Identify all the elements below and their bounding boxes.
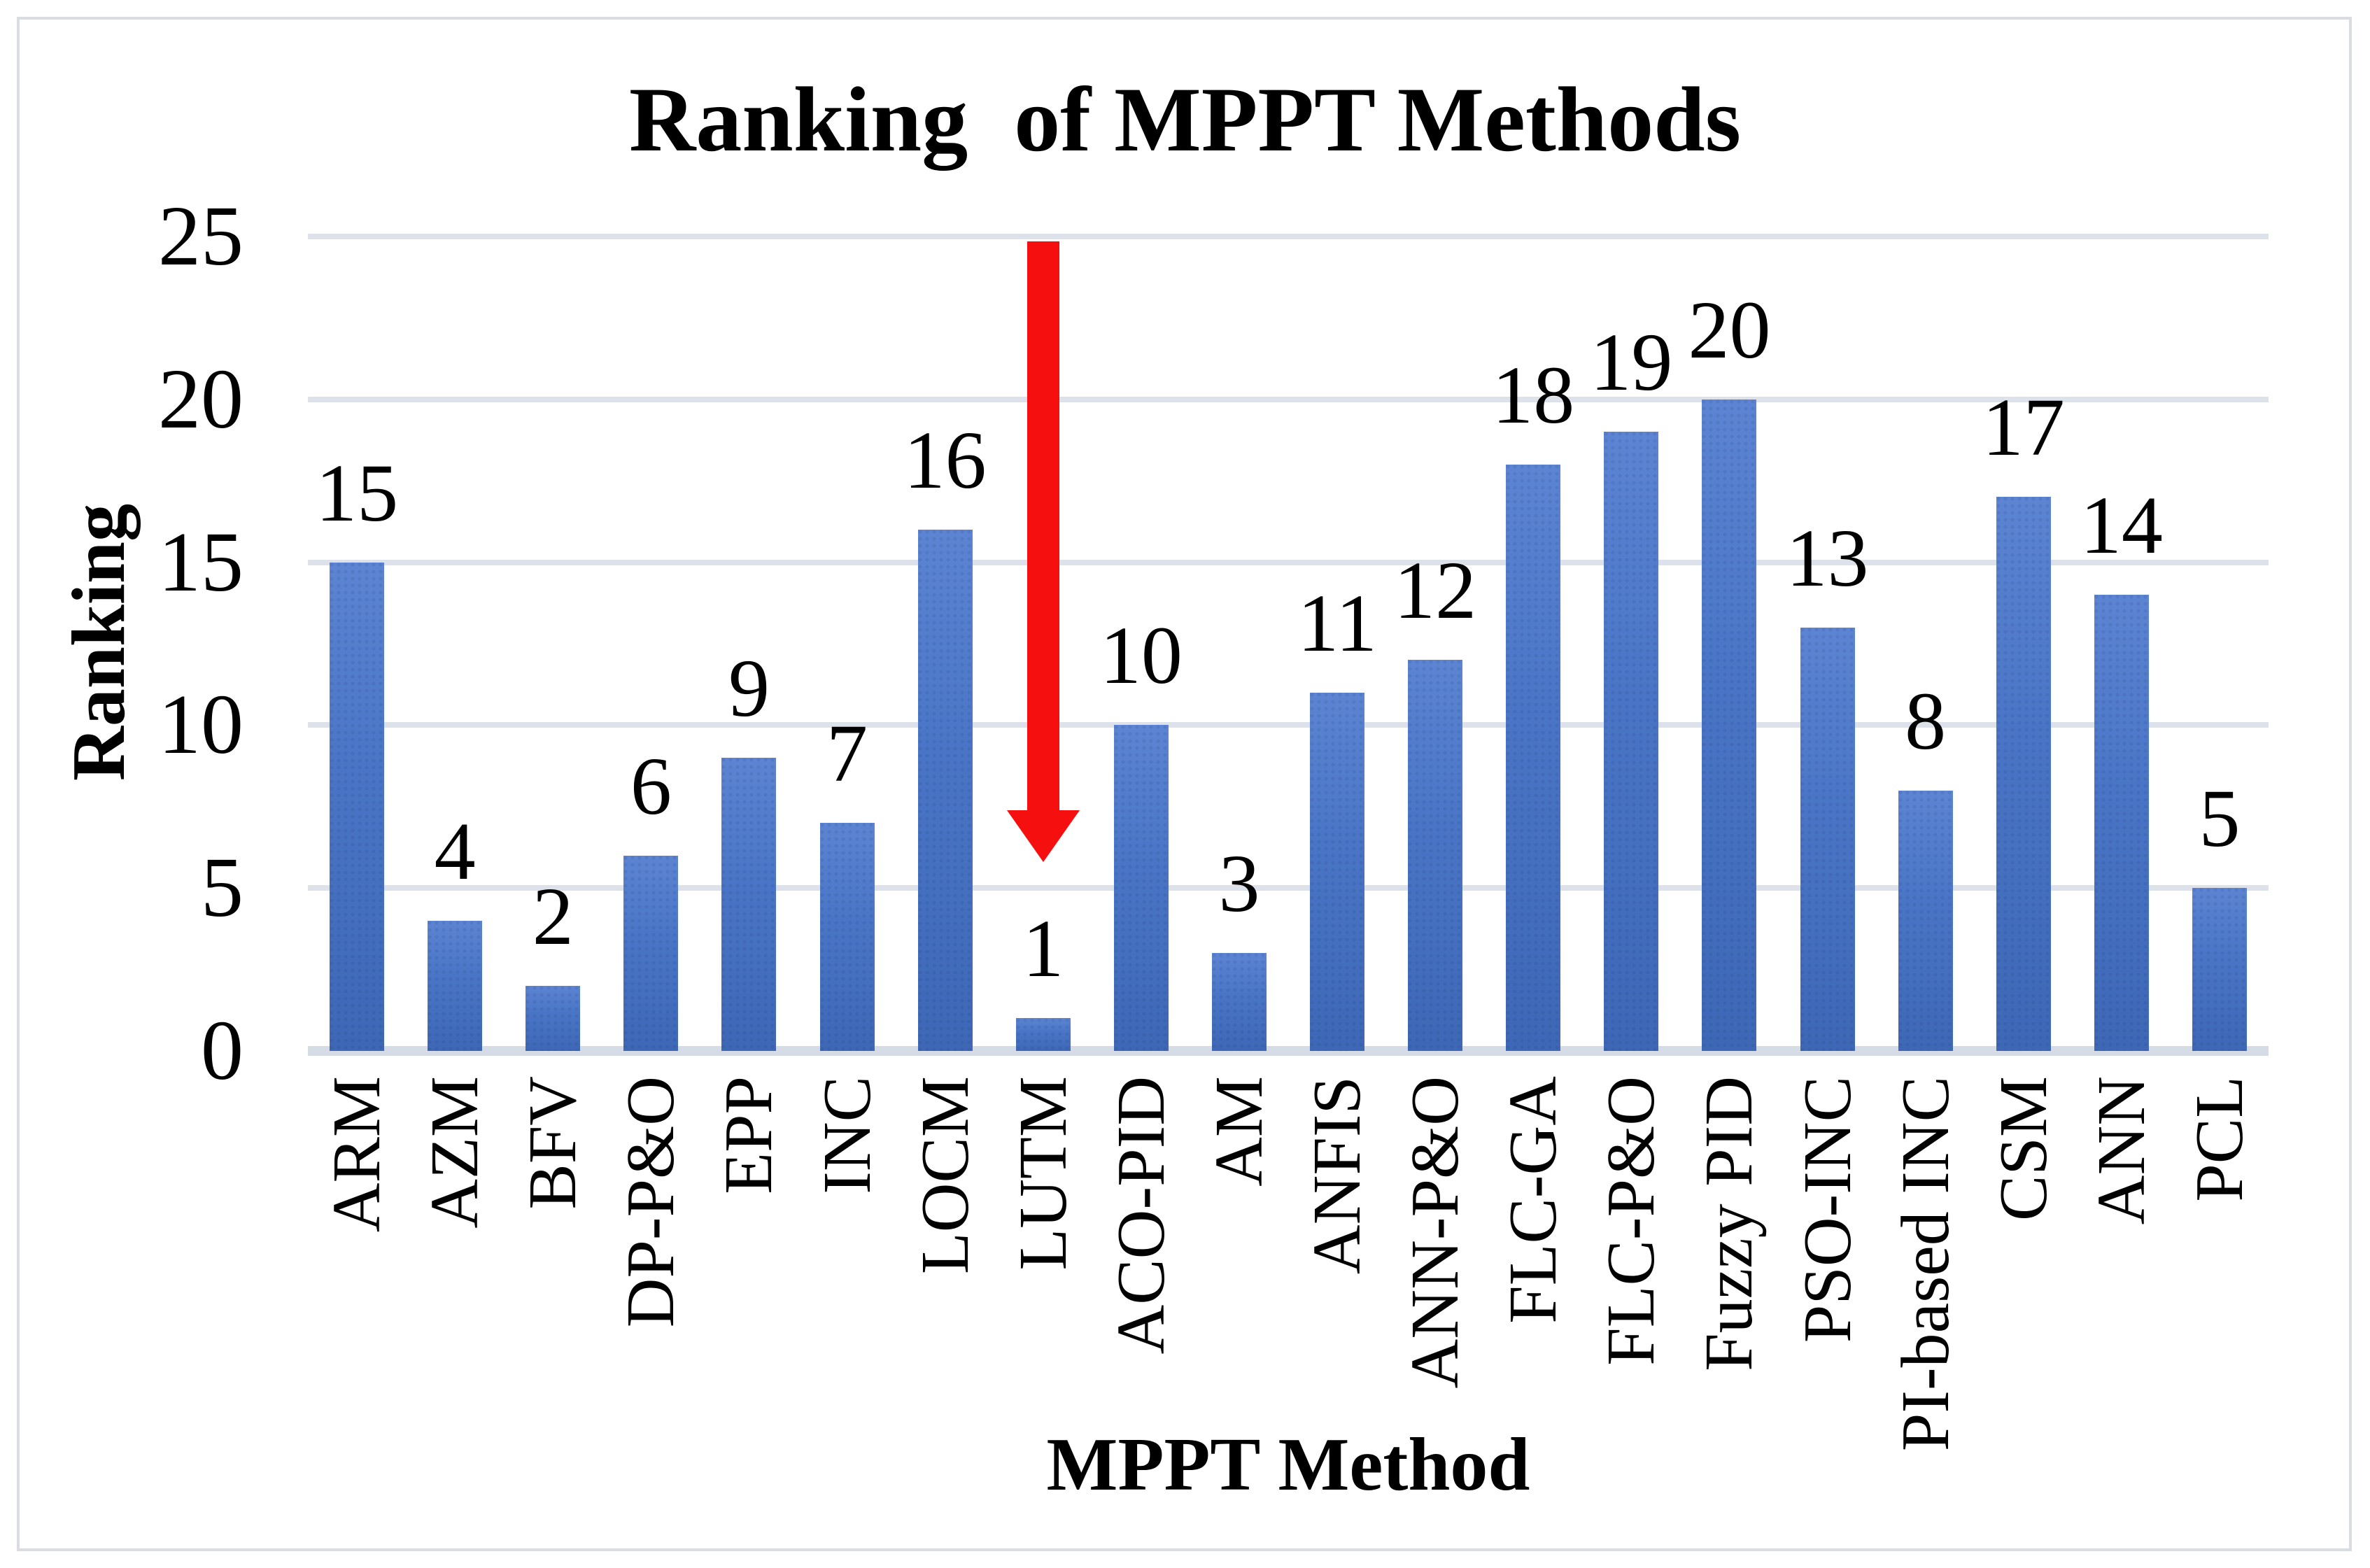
bar-value-label: 10 <box>1099 609 1183 702</box>
bar-value-label: 1 <box>1022 903 1064 995</box>
y-axis-tick: 15 <box>158 514 244 609</box>
category-label: FLC-GA <box>1495 1076 1572 1324</box>
gridline <box>308 722 2269 728</box>
bar <box>330 562 385 1051</box>
bar <box>1898 790 1953 1051</box>
bar-value-label: 4 <box>434 805 476 897</box>
bar <box>1506 464 1561 1051</box>
bar-value-label: 19 <box>1590 316 1673 409</box>
x-axis-title: MPPT Method <box>1046 1423 1530 1506</box>
bar-value-label: 16 <box>903 414 987 507</box>
bar <box>721 757 777 1051</box>
plot-area: 15 4 2 6 9 7 16 1 10 3 11 12 18 19 20 13 8 17 14 5 <box>308 234 2269 1056</box>
category-label: ANN <box>2083 1076 2159 1225</box>
category-label: PCL <box>2181 1076 2257 1202</box>
category-label: DP-P&O <box>613 1076 689 1328</box>
category-label: FLC-P&O <box>1593 1076 1670 1366</box>
bar-value-label: 3 <box>1218 838 1260 930</box>
category-label: LOCM <box>907 1076 983 1275</box>
bar-value-label: 18 <box>1492 348 1575 441</box>
category-label: PSO-INC <box>1789 1076 1865 1343</box>
category-label: AM <box>1201 1076 1277 1187</box>
y-axis-tick: 20 <box>158 351 244 446</box>
category-label: INC <box>809 1076 885 1194</box>
y-axis-tick: 0 <box>201 1003 244 1098</box>
bar <box>1408 660 1463 1051</box>
category-label: PI-based INC <box>1887 1076 1963 1452</box>
bar <box>917 530 973 1051</box>
annotation-arrow-stem <box>1027 241 1059 812</box>
bar <box>2192 888 2247 1051</box>
bar-value-label: 6 <box>630 740 672 832</box>
bar <box>1310 692 1365 1051</box>
y-axis-tick: 25 <box>158 189 244 283</box>
bar-value-label: 2 <box>532 870 574 962</box>
chart-title: Ranking of MPPT Methods <box>628 68 1742 171</box>
bar <box>1113 725 1169 1051</box>
annotation-arrow-head <box>1006 810 1080 862</box>
category-label: CSM <box>1985 1076 2061 1222</box>
bar-value-label: 11 <box>1297 577 1377 669</box>
category-label: LUTM <box>1005 1076 1081 1271</box>
category-label: ANN-P&O <box>1397 1076 1474 1389</box>
bar-value-label: 5 <box>2199 772 2241 865</box>
x-axis-line <box>308 1046 2269 1056</box>
category-label: BFV <box>515 1076 591 1210</box>
gridline <box>308 234 2269 239</box>
gridline <box>308 396 2269 402</box>
bar-value-label: 20 <box>1688 283 1771 376</box>
bar <box>1702 399 1757 1051</box>
bar <box>819 823 875 1051</box>
bar <box>1015 1018 1071 1051</box>
bar-value-label: 9 <box>728 642 770 734</box>
bar <box>1800 627 1855 1051</box>
category-label: AZM <box>417 1076 493 1229</box>
category-label: ANFIS <box>1299 1076 1376 1275</box>
bar-value-label: 7 <box>826 707 868 800</box>
category-label: ARM <box>319 1076 395 1233</box>
category-label: Fuzzy PID <box>1691 1076 1768 1371</box>
bar-value-label: 15 <box>316 446 399 539</box>
bar-value-label: 12 <box>1394 544 1477 637</box>
gridline <box>308 559 2269 565</box>
bar <box>428 920 483 1051</box>
bar <box>623 855 679 1051</box>
bar <box>1604 432 1659 1051</box>
bar <box>1996 497 2051 1051</box>
bar <box>1211 953 1267 1051</box>
bar-value-label: 14 <box>2080 479 2163 572</box>
bar-value-label: 13 <box>1786 511 1869 604</box>
bar-value-label: 8 <box>1905 674 1947 767</box>
y-axis-tick: 10 <box>158 677 244 772</box>
category-label: EPP <box>711 1076 787 1194</box>
bar <box>2094 595 2149 1051</box>
bar-value-label: 17 <box>1982 381 2065 474</box>
category-label: ACO-PID <box>1103 1076 1179 1355</box>
bar <box>526 985 581 1051</box>
gridline <box>308 885 2269 891</box>
y-axis-tick: 5 <box>201 840 244 935</box>
